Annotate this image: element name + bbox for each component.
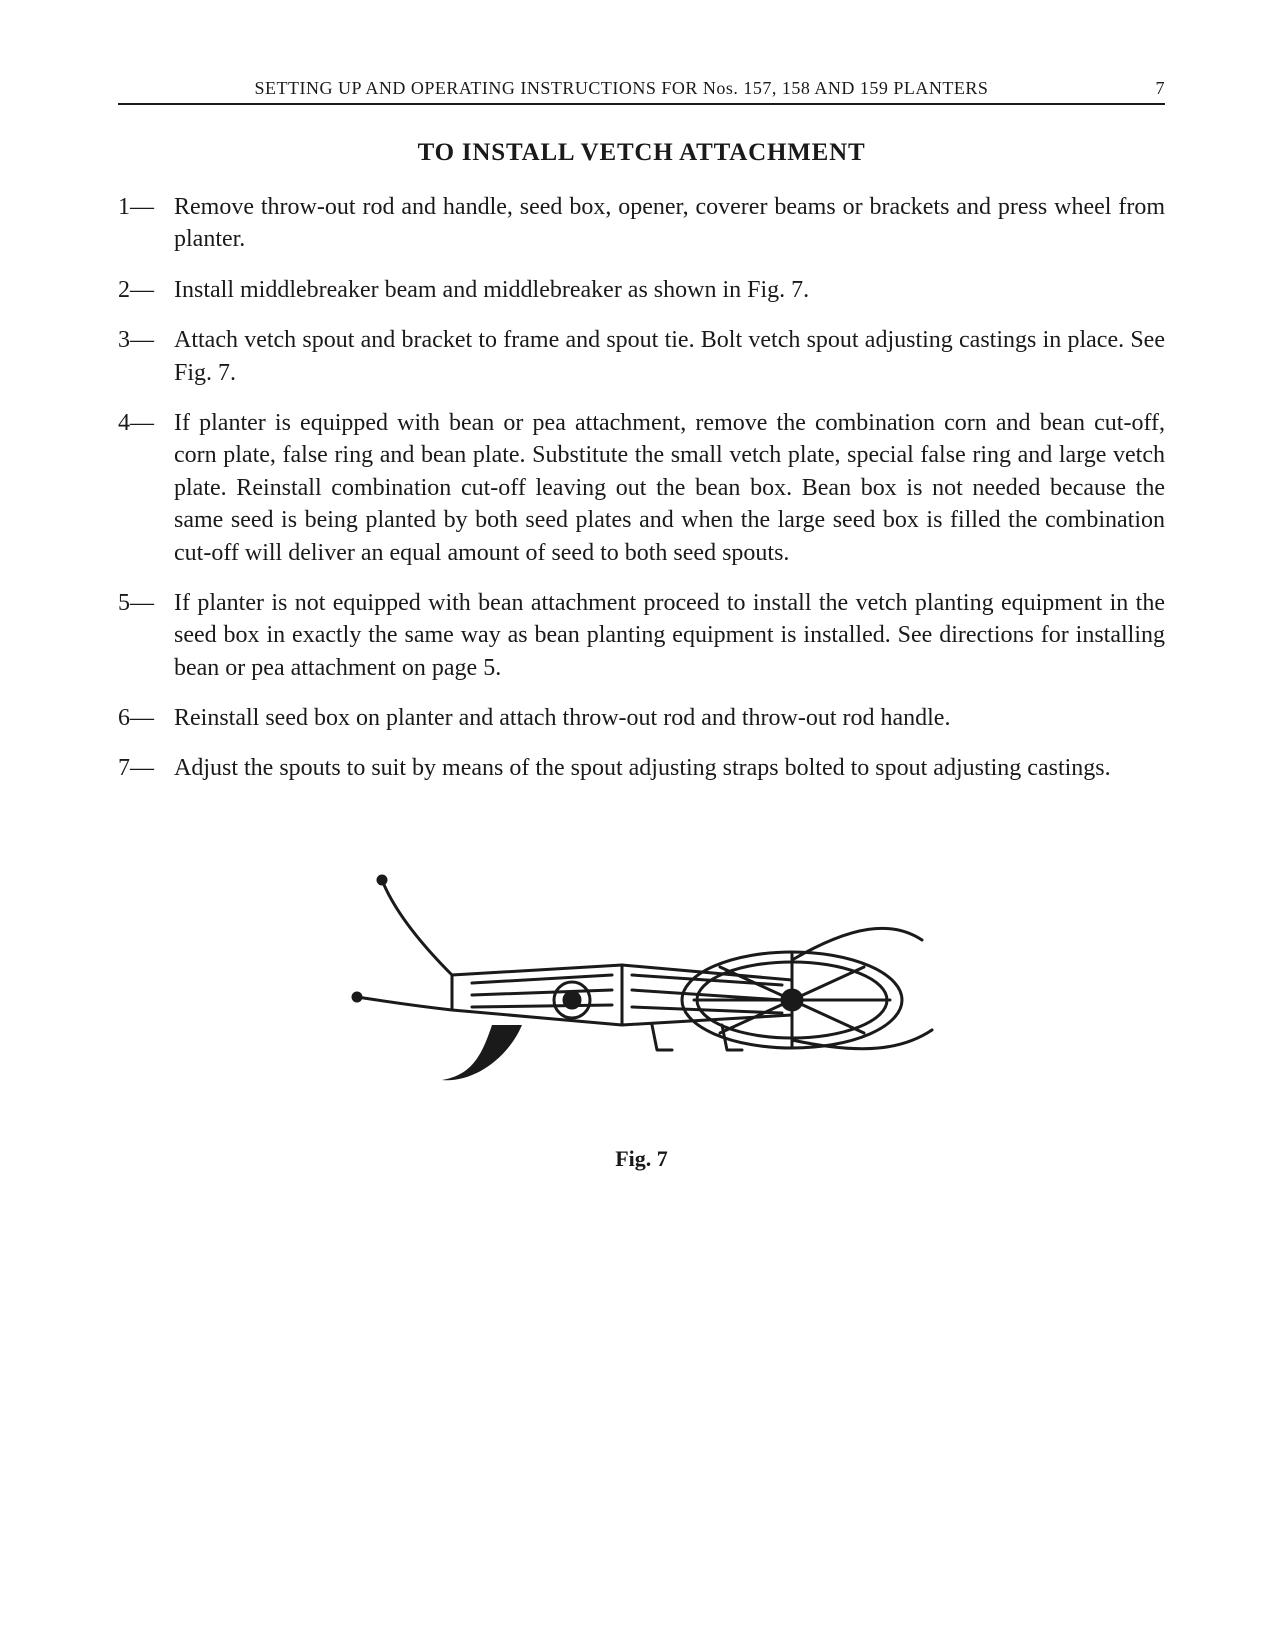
step-number: 7— <box>118 752 174 784</box>
step-text: If planter is not equipped with bean att… <box>174 587 1165 684</box>
running-header: SETTING UP AND OPERATING INSTRUCTIONS FO… <box>118 78 1165 105</box>
step-text: Install middlebreaker beam and middlebre… <box>174 274 1165 306</box>
section-title: TO INSTALL VETCH ATTACHMENT <box>118 139 1165 167</box>
page-number: 7 <box>1125 78 1165 99</box>
step-number: 3— <box>118 324 174 389</box>
list-item: 3— Attach vetch spout and bracket to fra… <box>118 324 1165 389</box>
step-number: 4— <box>118 407 174 569</box>
figure-caption: Fig. 7 <box>118 1146 1165 1172</box>
list-item: 5— If planter is not equipped with bean … <box>118 587 1165 684</box>
list-item: 1— Remove throw-out rod and handle, seed… <box>118 191 1165 256</box>
figure-7: Fig. 7 <box>118 825 1165 1172</box>
list-item: 2— Install middlebreaker beam and middle… <box>118 274 1165 306</box>
step-number: 5— <box>118 587 174 684</box>
step-text: If planter is equipped with bean or pea … <box>174 407 1165 569</box>
step-text: Adjust the spouts to suit by means of th… <box>174 752 1165 784</box>
list-item: 6— Reinstall seed box on planter and att… <box>118 702 1165 734</box>
planter-illustration-icon <box>322 825 962 1125</box>
step-text: Reinstall seed box on planter and attach… <box>174 702 1165 734</box>
running-title: SETTING UP AND OPERATING INSTRUCTIONS FO… <box>118 78 1125 99</box>
step-number: 6— <box>118 702 174 734</box>
step-text: Remove throw-out rod and handle, seed bo… <box>174 191 1165 256</box>
instruction-list: 1— Remove throw-out rod and handle, seed… <box>118 191 1165 785</box>
step-number: 2— <box>118 274 174 306</box>
list-item: 4— If planter is equipped with bean or p… <box>118 407 1165 569</box>
step-number: 1— <box>118 191 174 256</box>
step-text: Attach vetch spout and bracket to frame … <box>174 324 1165 389</box>
list-item: 7— Adjust the spouts to suit by means of… <box>118 752 1165 784</box>
page: SETTING UP AND OPERATING INSTRUCTIONS FO… <box>0 0 1275 1650</box>
